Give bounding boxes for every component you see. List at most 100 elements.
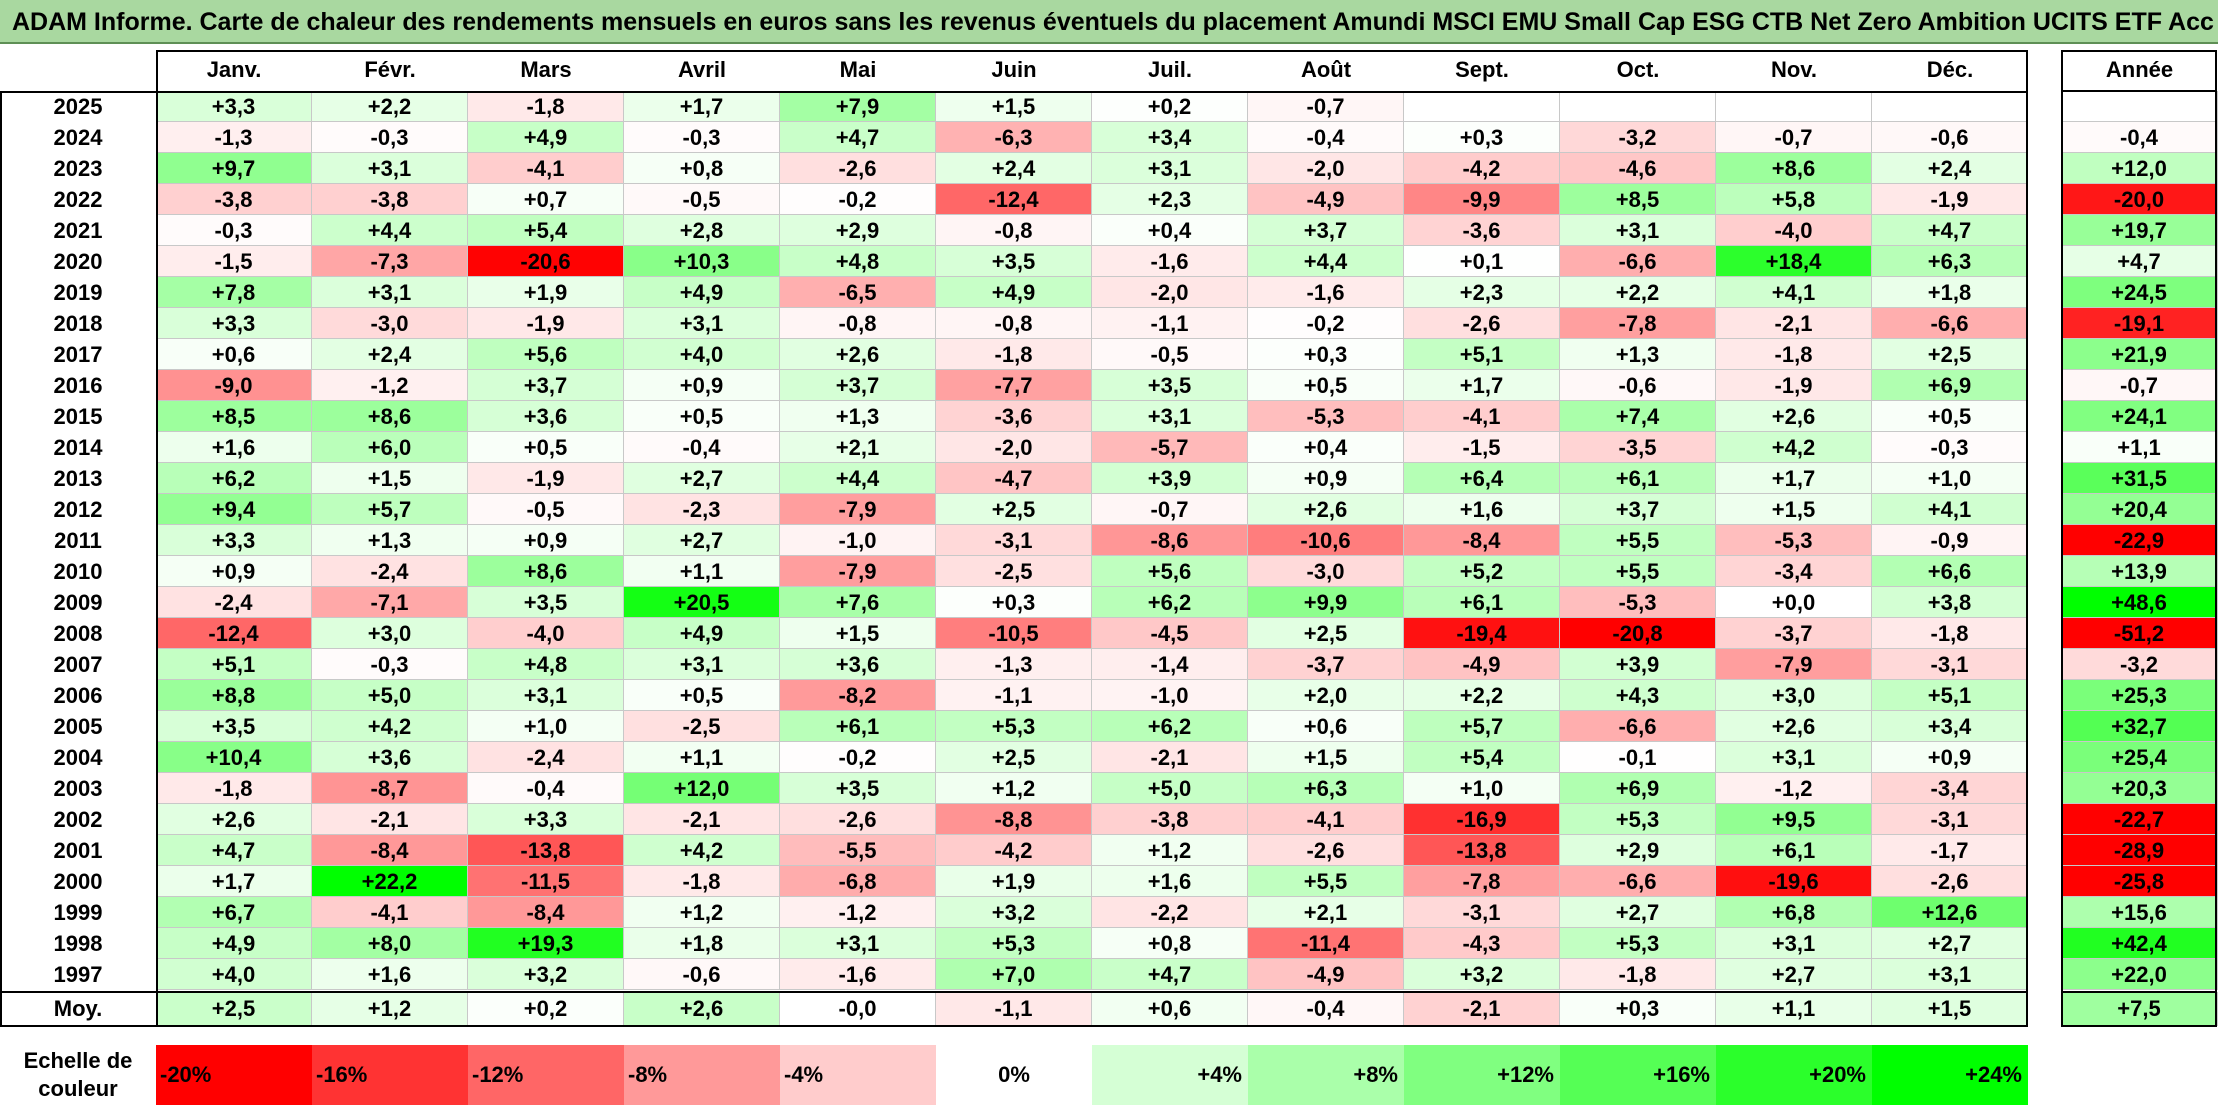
- heatmap-cell: -4,6: [1560, 153, 1716, 184]
- heatmap-cell: -8,7: [312, 773, 468, 804]
- heatmap-cell: +0,9: [468, 525, 624, 556]
- heatmap-cell: +1,5: [1716, 494, 1872, 525]
- average-cell: +0,6: [1092, 992, 1248, 1026]
- heatmap-cell: -4,5: [1092, 618, 1248, 649]
- heatmap-cell: +1,1: [624, 742, 780, 773]
- average-separator: [0, 991, 2028, 993]
- heatmap-cell: +5,0: [312, 680, 468, 711]
- heatmap-cell: +4,2: [1716, 432, 1872, 463]
- heatmap-cell: +0,4: [1092, 215, 1248, 246]
- heatmap-cell: +6,3: [1248, 773, 1404, 804]
- heatmap-cell: -0,2: [780, 184, 936, 215]
- row-year-label: 2012: [53, 497, 103, 522]
- heatmap-cell: -13,8: [1404, 835, 1560, 866]
- heatmap-cell: -0,3: [312, 649, 468, 680]
- annual-cell: +32,7: [2061, 711, 2218, 742]
- heatmap-cell: -4,1: [468, 153, 624, 184]
- heatmap-cell: +6,0: [312, 432, 468, 463]
- heatmap-cell: +5,3: [936, 711, 1092, 742]
- heatmap-cell: +3,1: [624, 308, 780, 339]
- heatmap-cell: +0,3: [1404, 122, 1560, 153]
- heatmap-cell: -16,9: [1404, 804, 1560, 835]
- heatmap-cell: -3,6: [936, 401, 1092, 432]
- heatmap-cell: +2,6: [1716, 711, 1872, 742]
- heatmap-cell: +1,2: [936, 773, 1092, 804]
- annual-cell: -0,4: [2061, 122, 2218, 153]
- heatmap-cell: +3,7: [780, 370, 936, 401]
- row-year-label: 2011: [54, 528, 102, 553]
- heatmap-cell: +1,3: [1560, 339, 1716, 370]
- heatmap-cell: -3,0: [1248, 556, 1404, 587]
- annual-cell: +31,5: [2061, 463, 2218, 494]
- heatmap-cell: +2,5: [936, 494, 1092, 525]
- heatmap-cell: +1,8: [624, 928, 780, 959]
- heatmap-cell: +4,7: [1872, 215, 2028, 246]
- heatmap-cell: +0,9: [624, 370, 780, 401]
- row-year-label: 2016: [53, 373, 103, 398]
- heatmap-cell: -2,2: [1092, 897, 1248, 928]
- row-year-label: 2000: [53, 869, 103, 894]
- heatmap-cell: +2,4: [1872, 153, 2028, 184]
- heatmap-cell: +7,0: [936, 959, 1092, 990]
- heatmap-cell: -2,6: [780, 804, 936, 835]
- heatmap-cell: +6,2: [1092, 711, 1248, 742]
- annual-cell: +22,0: [2061, 959, 2218, 990]
- heatmap-cell: +2,2: [1404, 680, 1560, 711]
- heatmap-cell: +1,7: [1404, 370, 1560, 401]
- heatmap-cell: -1,2: [780, 897, 936, 928]
- heatmap-cell: [1560, 91, 1716, 122]
- heatmap-cell: +5,1: [1404, 339, 1560, 370]
- color-scale-stop: -8%: [624, 1045, 780, 1105]
- heatmap-cell: -2,0: [1248, 153, 1404, 184]
- annual-cell: +13,9: [2061, 556, 2218, 587]
- heatmap-cell: +5,2: [1404, 556, 1560, 587]
- heatmap-cell: -1,0: [780, 525, 936, 556]
- heatmap-cell: -1,8: [1716, 339, 1872, 370]
- heatmap-cell: -7,8: [1404, 866, 1560, 897]
- heatmap-cell: +6,1: [1560, 463, 1716, 494]
- heatmap-cell: +0,2: [1092, 91, 1248, 122]
- heatmap-cell: -1,3: [936, 649, 1092, 680]
- average-cell: +1,5: [1872, 992, 2028, 1026]
- heatmap-cell: +7,6: [780, 587, 936, 618]
- color-scale-stop: -12%: [468, 1045, 624, 1105]
- column-header: Oct.: [1616, 57, 1660, 82]
- heatmap-cell: +3,9: [1560, 649, 1716, 680]
- heatmap-cell: -1,4: [1092, 649, 1248, 680]
- heatmap-cell: +4,9: [156, 928, 312, 959]
- heatmap-cell: +4,0: [156, 959, 312, 990]
- average-cell: -0,4: [1248, 992, 1404, 1026]
- annual-cell: -28,9: [2061, 835, 2218, 866]
- heatmap-cell: +2,2: [312, 91, 468, 122]
- heatmap-cell: -0,7: [1092, 494, 1248, 525]
- heatmap-cell: -4,7: [936, 463, 1092, 494]
- annual-cell: +20,4: [2061, 494, 2218, 525]
- heatmap-cell: +3,5: [1092, 370, 1248, 401]
- heatmap-cell: -3,4: [1716, 556, 1872, 587]
- column-header: Janv.: [206, 57, 262, 82]
- heatmap-cell: +5,0: [1092, 773, 1248, 804]
- heatmap-cell: +5,4: [1404, 742, 1560, 773]
- heatmap-cell: -0,3: [624, 122, 780, 153]
- row-year-label: 2019: [53, 280, 103, 305]
- heatmap-cell: -1,6: [1248, 277, 1404, 308]
- heatmap-cell: +1,6: [156, 432, 312, 463]
- annual-cell: -25,8: [2061, 866, 2218, 897]
- heatmap-cell: +4,0: [624, 339, 780, 370]
- heatmap-cell: +9,5: [1716, 804, 1872, 835]
- heatmap-cell: -3,8: [156, 184, 312, 215]
- heatmap-cell: +4,1: [1716, 277, 1872, 308]
- heatmap-cell: +2,2: [1560, 277, 1716, 308]
- heatmap-cell: +6,1: [1404, 587, 1560, 618]
- heatmap-cell: -6,6: [1560, 246, 1716, 277]
- heatmap-cell: -1,1: [1092, 308, 1248, 339]
- heatmap-cell: -7,9: [1716, 649, 1872, 680]
- heatmap-cell: +6,6: [1872, 556, 2028, 587]
- average-annual-cell: +7,5: [2061, 992, 2218, 1026]
- heatmap-cell: -8,8: [936, 804, 1092, 835]
- heatmap-cell: +2,6: [1716, 401, 1872, 432]
- color-scale-stop: +20%: [1716, 1045, 1872, 1105]
- heatmap-cell: -1,1: [936, 680, 1092, 711]
- annual-cell: +25,4: [2061, 742, 2218, 773]
- heatmap-cell: -12,4: [156, 618, 312, 649]
